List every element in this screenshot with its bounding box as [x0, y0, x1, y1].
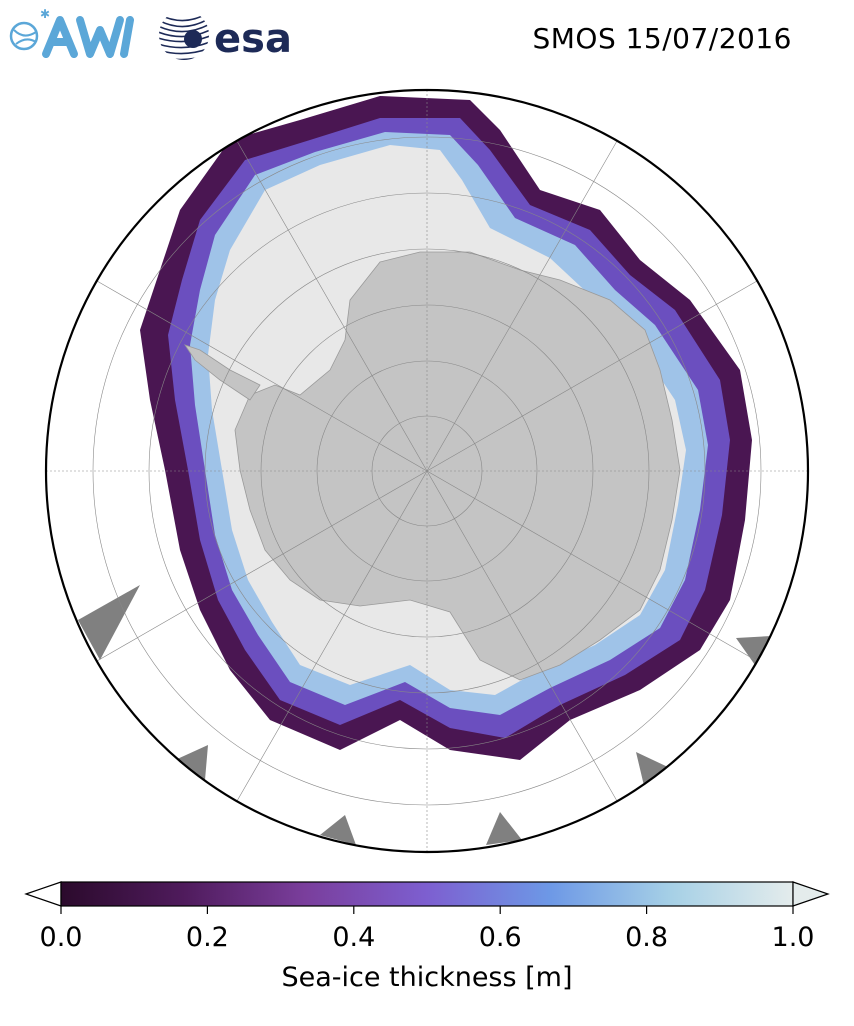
no-data-area: [320, 815, 356, 845]
map-title: SMOS 15/07/2016: [532, 22, 792, 55]
colorbar-extend-max: [792, 881, 830, 907]
colorbar-tick-label: 0.4: [332, 922, 376, 953]
colorbar-tick-label: 0.2: [185, 922, 229, 953]
svg-text:✱: ✱: [40, 7, 50, 21]
map-boundary: [44, 88, 810, 854]
no-data-area: [636, 752, 670, 790]
esa-logo: esa: [159, 11, 292, 62]
antarctica: [234, 251, 681, 681]
sea-ice-map: [44, 88, 810, 854]
meridians-oblique: [96, 140, 758, 802]
colorbar-tick-label: 1.0: [771, 922, 815, 953]
antarctic-peninsula: [184, 344, 261, 401]
colorbar-label: Sea-ice thickness [m]: [281, 962, 573, 993]
colorbar-tick-label: 0.8: [625, 922, 669, 953]
colorbar-gradient: [60, 881, 794, 907]
awi-logo: ✱: [9, 7, 134, 58]
colorbar-tick-label: 0.0: [39, 922, 83, 953]
no-data-area: [175, 745, 208, 780]
no-data-area: [486, 812, 522, 845]
no-data-area: [736, 636, 772, 665]
colorbar-ticks: [60, 906, 794, 914]
header: ✱ esa SMOS 15/07/2016: [0, 0, 854, 80]
colorbar: [24, 881, 830, 914]
svg-text:esa: esa: [214, 16, 292, 62]
colorbar-tick-label: 0.6: [478, 922, 522, 953]
colorbar-extend-min: [24, 881, 62, 907]
no-data-area: [78, 585, 140, 660]
